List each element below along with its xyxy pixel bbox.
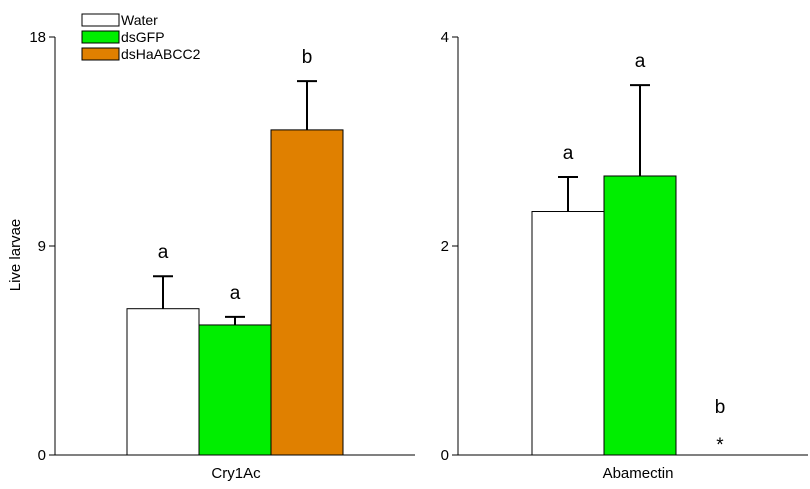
legend-label-dshaabcc2: dsHaABCC2	[121, 46, 201, 62]
y-tick-label: 0	[441, 447, 449, 464]
y-tick-label: 2	[441, 238, 449, 255]
significance-label-dshaabcc2: b	[715, 397, 726, 418]
legend: Water dsGFP dsHaABCC2	[81, 12, 201, 62]
bar-water	[531, 211, 605, 456]
y-axis-label: Live larvae	[7, 219, 24, 292]
significance-label-water: a	[563, 143, 574, 164]
significance-label-dsgfp: a	[230, 283, 241, 304]
legend-swatch-dsgfp	[81, 30, 120, 44]
zero-marker-dshaabcc2: *	[716, 435, 724, 456]
panel-abamectin-marks: 0 2 4 a a * b	[441, 29, 726, 464]
panel-cry1ac: Live larvae Cry1Ac	[7, 37, 415, 482]
legend-swatch-water	[81, 13, 120, 27]
legend-swatch-dshaabcc2	[81, 47, 120, 61]
x-axis-label: Cry1Ac	[211, 465, 261, 482]
panel-cry1ac-marks: 0 9 18 a a b	[29, 29, 344, 464]
significance-label-water: a	[158, 242, 169, 263]
bar-dshaabcc2	[270, 129, 344, 456]
bar-dsgfp	[198, 324, 272, 456]
significance-label-dshaabcc2: b	[302, 47, 313, 68]
bar-dsgfp	[603, 175, 677, 456]
bar-water	[126, 308, 200, 456]
y-tick-label: 9	[38, 238, 46, 255]
significance-label-dsgfp: a	[635, 51, 646, 72]
y-tick-label: 0	[38, 447, 46, 464]
y-tick-label: 18	[29, 29, 46, 46]
y-tick-label: 4	[441, 29, 449, 46]
legend-label-dsgfp: dsGFP	[121, 29, 165, 45]
legend-label-water: Water	[121, 12, 158, 28]
x-axis-label: Abamectin	[603, 465, 674, 482]
